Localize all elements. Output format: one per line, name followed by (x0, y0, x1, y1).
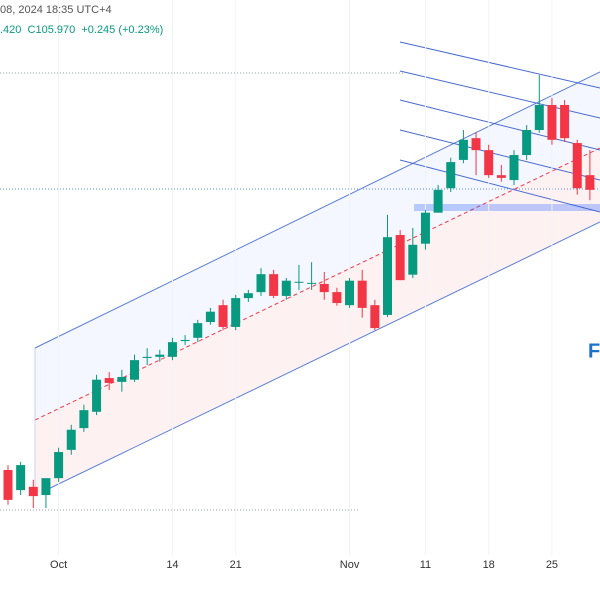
x-tick-label: Nov (340, 559, 360, 571)
candle-body (509, 155, 519, 181)
ohlc-legend: .420 C105.970 +0.245 (+0.23%) (0, 24, 163, 36)
candle-body (269, 274, 279, 296)
candle-body (522, 130, 532, 156)
candle-body (433, 189, 443, 213)
drawings (0, 41, 600, 511)
channel-upper-fill (35, 72, 600, 420)
candle-body (167, 342, 177, 357)
fan-line (399, 41, 600, 89)
candle-body (281, 280, 291, 296)
candle-body (484, 150, 494, 176)
candle-body (408, 244, 418, 275)
x-tick-label: 11 (420, 559, 431, 571)
candle-body (54, 452, 64, 479)
candle-body (534, 104, 544, 131)
candle-body (117, 376, 127, 382)
channel-line (41, 221, 600, 493)
candle-body (155, 354, 165, 357)
x-tick-label: 21 (230, 559, 242, 571)
candle-body (446, 162, 456, 189)
candle-body (142, 356, 152, 358)
candle-body (3, 469, 13, 500)
candle-body (205, 311, 215, 323)
zone (414, 204, 600, 211)
candle-body (218, 305, 228, 327)
fan-line (399, 99, 600, 151)
candle-body (585, 175, 595, 190)
candle-body (395, 234, 405, 281)
grid (58, 0, 553, 555)
candle-body (471, 138, 481, 151)
x-tick-label: 18 (483, 559, 495, 571)
channel-line (34, 71, 600, 349)
channel-lower-fill (35, 148, 600, 492)
candle-body (231, 298, 241, 327)
candle-body (547, 104, 557, 140)
candle-body (420, 212, 430, 244)
candle-body (458, 139, 468, 160)
candle-body (383, 237, 392, 315)
candle-body (28, 486, 38, 497)
candle-body (256, 274, 266, 293)
candle-body (294, 281, 304, 283)
candle-body (572, 143, 582, 189)
logo: F (588, 340, 600, 362)
x-tick-label: 14 (166, 559, 178, 571)
candle-body (332, 292, 342, 303)
candle-body (357, 280, 367, 308)
candle-body (79, 410, 89, 429)
candle-body (104, 378, 114, 383)
candle-body (193, 323, 203, 338)
fan-line (399, 129, 600, 181)
candle-body (130, 360, 139, 380)
candle-body (319, 283, 329, 293)
candle-body (16, 465, 26, 491)
fan-line (399, 159, 600, 213)
candle-body (307, 282, 317, 284)
x-tick-label: Oct (50, 559, 67, 571)
candle-body (345, 280, 355, 306)
candle-body (92, 379, 102, 412)
candle-body (66, 429, 76, 450)
candle-body (496, 175, 506, 178)
candles (3, 75, 595, 509)
candle-body (243, 293, 253, 299)
x-tick-label: 25 (546, 559, 558, 571)
candle-body (560, 104, 570, 139)
header-time: 08, 2024 18:35 UTC+4 (0, 4, 112, 16)
candle-body (41, 478, 51, 496)
candle-body (370, 305, 380, 329)
candle-body (180, 339, 190, 342)
